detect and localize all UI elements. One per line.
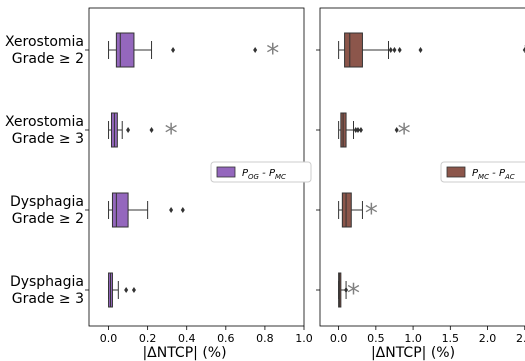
x-tick-label: 1.0 [404,332,422,345]
x-tick-label: 0.0 [100,332,118,345]
mean-marker: * [266,39,279,69]
legend-label: PMC - PAC [472,168,515,181]
flier-point [124,287,129,293]
x-tick-label: 0.5 [367,332,385,345]
flier-point [126,127,131,133]
box-group [108,272,136,308]
box-group: * [338,192,378,229]
plot-content: * * * * [338,32,525,309]
category-label: Xerostomia Grade ≥ 3 [5,114,84,147]
x-tick-label: 2.5 [516,332,525,345]
category-label-line: Xerostomia [5,114,84,130]
flier-point [149,127,154,133]
legend: POG - PMC [210,161,312,183]
x-tick-label: 1.0 [295,332,313,345]
legend-label: POG - PMC [242,168,286,181]
flier-point [358,127,363,133]
flier-point [344,287,349,293]
legend-sub2: MC [275,173,286,181]
category-label-line: Grade ≥ 3 [12,131,84,147]
flier-point [171,47,176,53]
x-axis-label: |ΔNTCP| (%) [142,345,226,361]
flier-point [169,207,174,213]
legend-sep: - [489,168,499,179]
x-tick-label: 2.0 [479,332,497,345]
box-group: * [338,112,411,149]
plot-frame [319,7,525,327]
legend-swatch [216,166,236,178]
legend-sub1: MC [478,173,489,181]
mean-marker: * [347,279,360,309]
legend-main2: P [499,168,506,179]
flier-point [388,47,393,53]
category-label: Xerostomia Grade ≥ 2 [5,34,84,67]
legend-sep: - [259,168,269,179]
x-tick-label: 0.4 [178,332,196,345]
flier-point [353,127,358,133]
x-tick-label: 0.8 [256,332,274,345]
flier-point [394,127,399,133]
legend-main: P [242,168,249,179]
category-label-line: Grade ≥ 2 [12,211,84,227]
mean-marker: * [398,119,411,149]
mean-marker: * [524,39,525,69]
box [115,32,135,68]
mean-marker: * [365,199,378,229]
box [341,192,352,228]
box-group: * [338,32,525,69]
x-tick-label: 0.2 [139,332,157,345]
box-group: * [108,32,279,69]
flier-point [131,287,136,293]
flier-point [180,207,185,213]
x-axis-label: |ΔNTCP| (%) [371,345,455,361]
category-label: Dysphagia Grade ≥ 2 [10,194,84,227]
box-group: * [338,272,360,309]
box [111,192,129,228]
flier-point [253,47,258,53]
panel-mc-ac: ****0.00.51.01.52.02.5|ΔNTCP| (%)PMC - P… [316,7,525,361]
flier-point [355,127,360,133]
flier-point [522,47,525,53]
x-tick-label: 0.6 [217,332,235,345]
legend: PMC - PAC [440,161,525,183]
category-label-line: Grade ≥ 3 [12,291,84,307]
legend-main: P [472,168,479,179]
legend-sub1: OG [248,173,260,181]
panel-og-mc: **0.0 0.2 0.4 0.6 0.8 1.0|ΔNTCP| (%)POG - PMC [85,7,313,361]
flier-point [392,47,397,53]
flier-point [397,47,402,53]
x-tick-label: 1.5 [442,332,460,345]
category-label-line: Grade ≥ 2 [12,51,84,67]
category-label-line: Dysphagia [10,274,84,290]
category-label-line: Xerostomia [5,34,84,50]
legend-swatch [446,166,466,178]
box [344,32,363,68]
mean-marker: * [165,119,178,149]
legend-main2: P [269,168,276,179]
category-label-line: Dysphagia [10,194,84,210]
category-label: Dysphagia Grade ≥ 3 [10,274,84,307]
legend-frame [210,161,312,183]
box-group: * [108,112,178,149]
plot-content: ** [108,32,279,308]
legend-sub2: AC [504,173,515,181]
flier-point [418,47,423,53]
box-group [108,192,185,228]
x-tick-label: 0.0 [330,332,348,345]
